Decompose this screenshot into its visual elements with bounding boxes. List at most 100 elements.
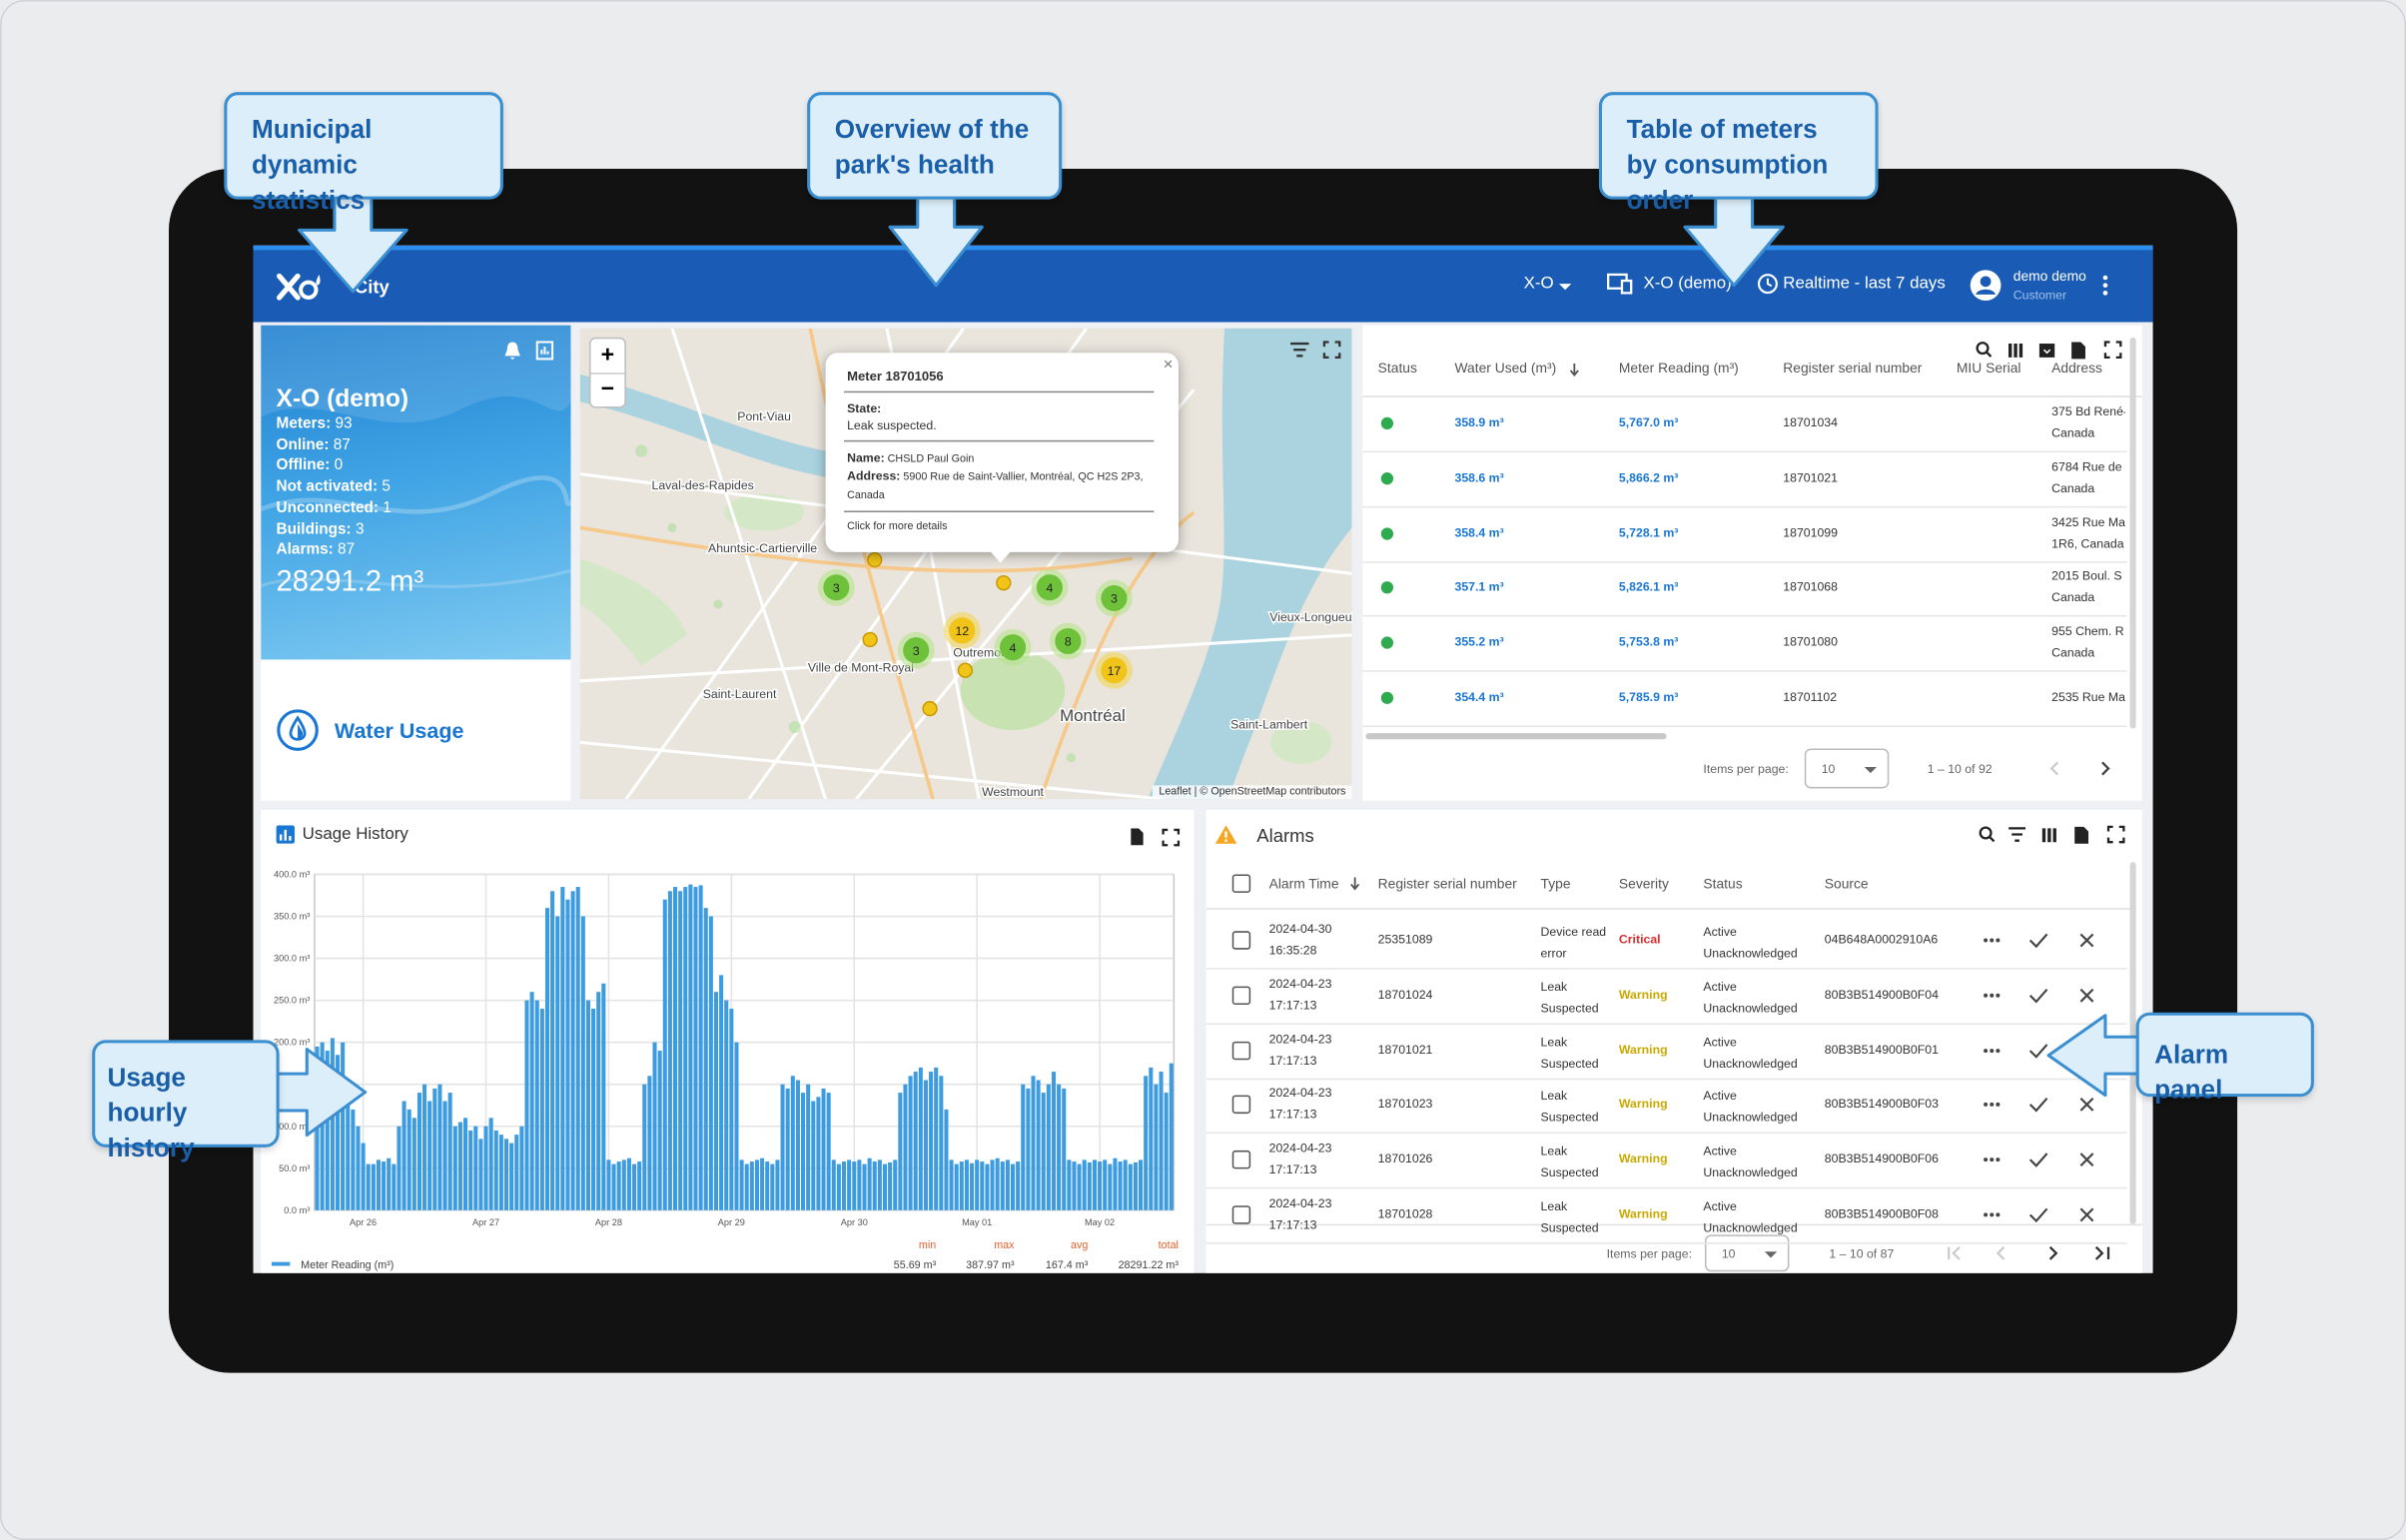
row-actions[interactable] [1981, 1205, 2103, 1223]
more-menu[interactable] [2100, 273, 2109, 298]
bar [529, 992, 534, 1210]
cluster-count: 8 [1065, 635, 1072, 649]
select-all-checkbox[interactable] [1231, 874, 1251, 893]
alarm-source: 80B3B514900B0F06 [1824, 1152, 1939, 1166]
org-menu[interactable]: X-O [1523, 274, 1554, 294]
time-period[interactable]: Realtime - last 7 days [1783, 274, 1946, 294]
popup-close[interactable]: × [1163, 356, 1174, 375]
horizontal-scrollbar[interactable] [1365, 733, 1667, 740]
column-header[interactable]: MIU Serial [1956, 360, 2021, 377]
address-line: 375 Bd René- [2051, 404, 2125, 419]
row-checkbox[interactable] [1231, 1151, 1251, 1169]
sort-arrow[interactable] [1568, 362, 1580, 377]
row-actions[interactable] [1981, 1151, 2103, 1168]
row-checkbox[interactable] [1231, 1041, 1251, 1060]
y-tick-label: 100.0 m³ [274, 1122, 310, 1132]
column-header[interactable]: Status [1377, 360, 1417, 377]
zoom-out[interactable]: − [600, 376, 615, 402]
marker-cluster[interactable]: 4 [1031, 568, 1069, 606]
row-divider [1362, 615, 2127, 618]
bar [452, 1126, 457, 1210]
register-serial: 18701021 [1783, 470, 1838, 485]
alarm-status: Active Unacknowledged [1703, 925, 1798, 961]
column-header[interactable]: Register serial number [1783, 360, 1923, 377]
column-header[interactable]: Water Used (m³) [1454, 360, 1557, 377]
popup-more[interactable]: Click for more details [847, 521, 948, 532]
more-dot [1996, 1103, 2001, 1108]
bar [401, 1101, 406, 1210]
fullscreen-icon[interactable] [1322, 341, 1341, 360]
legend-label[interactable]: Meter Reading (m³) [301, 1259, 394, 1271]
meter-reading: 5,866.2 m³ [1618, 470, 1679, 485]
column-header[interactable]: Severity [1618, 875, 1669, 892]
more-dot [1996, 1157, 2001, 1162]
zoom-in[interactable]: + [590, 339, 625, 375]
bar [898, 1093, 903, 1210]
status-dot [1380, 581, 1394, 594]
bar [463, 1118, 468, 1210]
x-tick-label: May 02 [1085, 1217, 1115, 1227]
site-name[interactable]: X-O (demo) [1643, 274, 1732, 294]
bar [555, 916, 560, 1210]
stats-hero: X-O (demo) Meters: 93 Online: 87 Offline: … [261, 325, 571, 660]
column-header[interactable]: Address [2051, 360, 2102, 377]
chart-icon [276, 825, 295, 844]
table-toolbar[interactable] [1974, 341, 2142, 363]
water-usage-link[interactable]: Water Usage [334, 717, 464, 743]
bar [427, 1101, 432, 1210]
row-actions[interactable] [1981, 1096, 2103, 1114]
row-actions[interactable] [1981, 986, 2103, 1004]
report-icon[interactable] [535, 341, 554, 361]
row-checkbox[interactable] [1231, 931, 1251, 950]
logo[interactable] [277, 272, 326, 303]
bar [888, 1161, 893, 1210]
page-size-select[interactable]: 10 [1704, 1234, 1790, 1272]
map[interactable]: Pont-Viau Laval-des-Rapides Ahuntsic-Carti… [579, 328, 1352, 800]
water-used: 358.9 m³ [1454, 415, 1504, 430]
column-header[interactable]: Status [1703, 875, 1743, 892]
bar [376, 1159, 382, 1210]
bar [939, 1076, 944, 1210]
bar [980, 1161, 985, 1210]
column-header[interactable]: Alarm Time [1268, 875, 1339, 892]
bar [785, 1088, 790, 1210]
vertical-scrollbar[interactable] [2129, 337, 2136, 729]
marker-cluster[interactable]: 8 [1049, 622, 1087, 660]
water-usage-icon[interactable] [277, 709, 320, 752]
marker-cluster[interactable]: 12 [943, 611, 981, 649]
user-avatar[interactable] [1969, 269, 2003, 303]
panel-toolbar[interactable] [1130, 828, 1182, 847]
pager[interactable] [2047, 759, 2121, 777]
column-header[interactable]: Type [1540, 875, 1571, 892]
column-header[interactable]: Register serial number [1377, 875, 1517, 892]
alarm-icon[interactable] [503, 341, 521, 361]
pager[interactable] [1946, 1244, 2114, 1262]
place-label: Ahuntsic-Cartierville [708, 541, 817, 555]
column-header[interactable]: Source [1824, 875, 1869, 892]
page-size-select[interactable]: 10 [1804, 748, 1890, 789]
bar [667, 891, 672, 1210]
sort-arrow[interactable] [1348, 876, 1360, 891]
marker-cluster[interactable]: 3 [817, 568, 855, 606]
row-checkbox[interactable] [1231, 1205, 1251, 1224]
bar [703, 908, 708, 1210]
row-checkbox[interactable] [1231, 986, 1251, 1005]
y-tick-label: 300.0 m³ [274, 954, 310, 964]
marker-cluster[interactable]: 3 [1095, 579, 1133, 617]
column-header[interactable]: Meter Reading (m³) [1618, 360, 1739, 377]
marker-cluster[interactable]: 17 [1095, 651, 1133, 689]
filter-icon[interactable] [1289, 341, 1311, 359]
map-attribution[interactable]: Leaflet | © OpenStreetMap contributors [1153, 785, 1352, 800]
register-serial: 18701028 [1377, 1206, 1433, 1221]
table-toolbar[interactable] [1977, 825, 2130, 845]
bar [534, 1000, 539, 1210]
bar [841, 1161, 847, 1210]
marker-cluster[interactable]: 4 [994, 628, 1032, 666]
y-tick-label: 50.0 m³ [279, 1163, 310, 1173]
row-actions[interactable] [1981, 931, 2103, 949]
marker-cluster[interactable]: 3 [897, 631, 935, 669]
stat-row: Buildings: 3 [277, 520, 365, 537]
x-tick-label: Apr 26 [350, 1217, 377, 1227]
row-checkbox[interactable] [1231, 1096, 1251, 1115]
bar [652, 1042, 657, 1210]
